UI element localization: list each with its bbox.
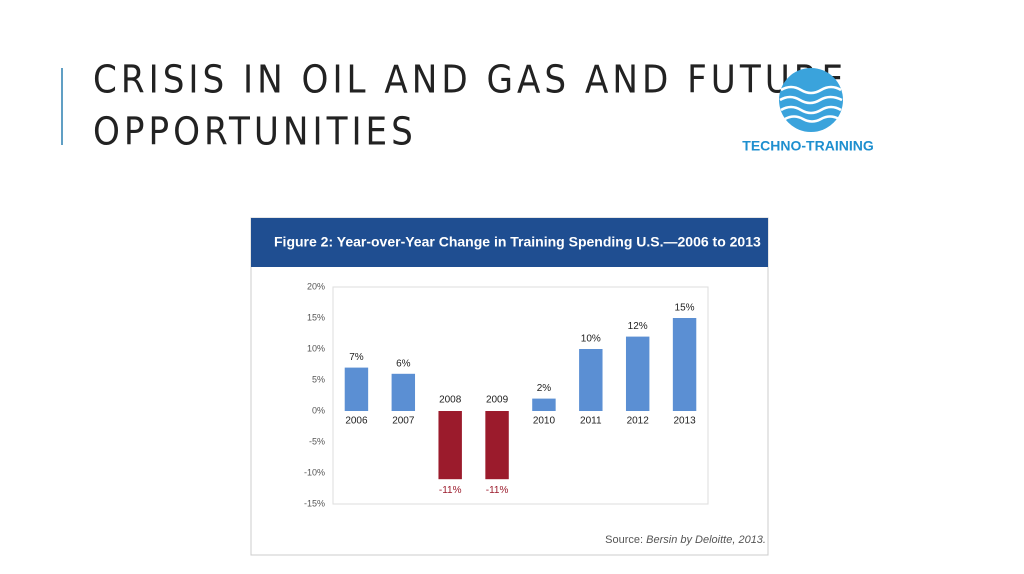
- y-tick-label: 20%: [307, 281, 325, 291]
- y-tick-label: -5%: [309, 436, 325, 446]
- logo: TECHNO-TRAINING: [742, 68, 874, 154]
- x-tick-label: 2008: [439, 395, 462, 406]
- chart-header: [251, 218, 768, 267]
- x-tick-label: 2013: [673, 416, 696, 427]
- bar: [625, 336, 650, 411]
- bar: [485, 411, 509, 480]
- value-label: -11%: [486, 485, 509, 496]
- x-tick-label: 2009: [486, 395, 509, 406]
- bar: [672, 318, 697, 411]
- source-text: Bersin by Deloitte, 2013.: [646, 534, 766, 546]
- value-label: 12%: [628, 321, 648, 332]
- x-tick-label: 2007: [392, 416, 415, 427]
- slide-title: CRISIS IN OIL AND GAS AND FUTURE: [93, 58, 847, 102]
- source: Source: Bersin by Deloitte, 2013.: [605, 534, 766, 546]
- value-label: 6%: [396, 358, 411, 369]
- x-tick-label: 2010: [533, 416, 556, 427]
- chart-title: Figure 2: Year-over-Year Change in Train…: [274, 234, 761, 250]
- y-tick-label: 0%: [312, 405, 325, 415]
- bar: [532, 398, 556, 411]
- x-tick-label: 2012: [627, 416, 650, 427]
- y-tick-label: 15%: [307, 312, 325, 322]
- value-label: 15%: [675, 303, 695, 314]
- chart: Figure 2: Year-over-Year Change in Train…: [250, 217, 769, 556]
- x-tick-label: 2011: [580, 416, 602, 427]
- logo-text: TECHNO-TRAINING: [742, 138, 874, 154]
- y-tick-label: -15%: [304, 498, 325, 508]
- x-tick-label: 2006: [345, 416, 368, 427]
- bar: [391, 373, 416, 411]
- plot-area: [332, 286, 709, 505]
- slide-title: OPPORTUNITIES: [93, 110, 417, 154]
- y-tick-label: -10%: [304, 467, 325, 477]
- value-label: 7%: [349, 352, 364, 363]
- value-label: 10%: [581, 334, 601, 345]
- value-label: -11%: [439, 485, 462, 496]
- source-label: Source:: [605, 534, 643, 546]
- value-label: 2%: [537, 383, 552, 394]
- y-tick-label: 5%: [312, 374, 325, 384]
- bar: [344, 367, 369, 411]
- y-tick-label: 10%: [307, 343, 325, 353]
- bar: [438, 411, 462, 480]
- bar: [579, 349, 603, 411]
